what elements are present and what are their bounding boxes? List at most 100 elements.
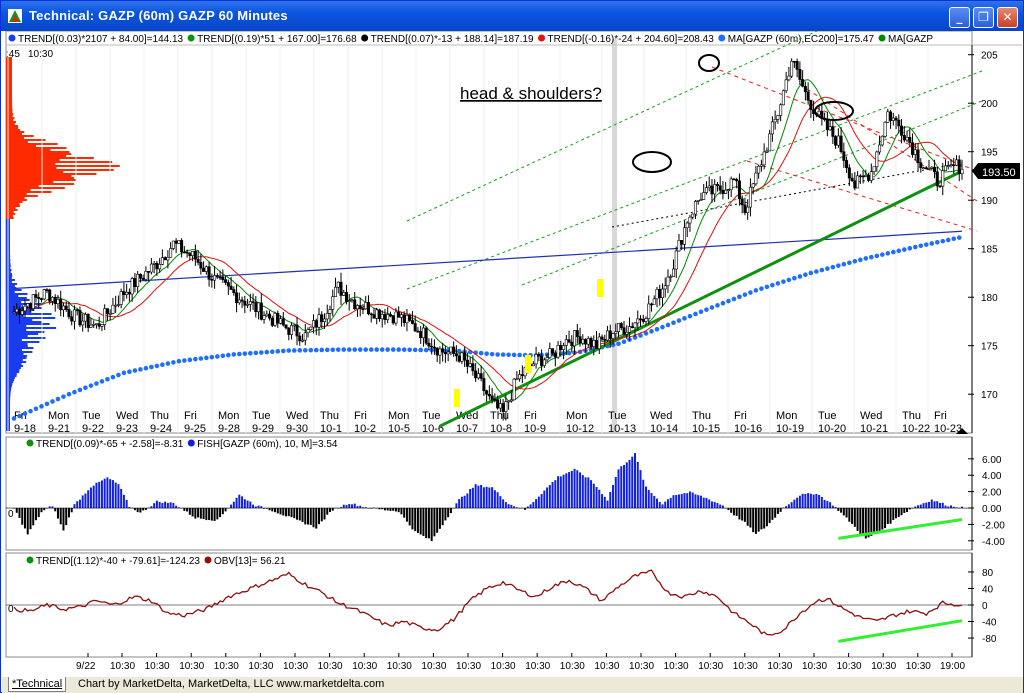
- fisher-bar: [202, 508, 205, 520]
- ema200-dot: [764, 284, 770, 290]
- ema200-dot: [291, 348, 297, 353]
- ema200-dot: [863, 256, 869, 261]
- fisher-bar: [554, 480, 557, 509]
- time-x-tick-label: 10:30: [594, 661, 619, 672]
- ema200-dot: [495, 352, 500, 357]
- ema200-dot: [704, 307, 709, 312]
- fisher-bar: [504, 502, 507, 509]
- candle-body: [754, 172, 758, 185]
- candle-body: [908, 137, 912, 143]
- candle-body: [413, 323, 417, 332]
- scroll-marker-icon[interactable]: [956, 428, 968, 434]
- candlesticks: [12, 58, 964, 421]
- candle-body: [226, 282, 230, 287]
- candle-body: [130, 278, 134, 295]
- candle-body: [512, 378, 516, 401]
- ema200-dot: [858, 257, 863, 263]
- fisher-bar: [416, 508, 419, 533]
- title-bar[interactable]: Technical: GAZP (60m) GAZP 60 Minutes _ …: [1, 1, 1023, 31]
- candle-body: [647, 303, 651, 319]
- fisher-bar: [906, 508, 909, 513]
- fisher-bar: [757, 508, 760, 532]
- candle-body: [924, 167, 928, 170]
- minimize-icon: _: [956, 10, 963, 24]
- fisher-bar: [230, 504, 233, 509]
- fisher-bar: [952, 506, 955, 509]
- fisher-bar: [746, 508, 749, 526]
- candle-body: [878, 144, 882, 153]
- fisher-bar: [936, 501, 939, 509]
- ema200-dot: [885, 251, 891, 256]
- time-x-tick-label: 10:30: [698, 661, 723, 672]
- minimize-button[interactable]: _: [949, 7, 970, 28]
- candle-body: [204, 266, 208, 272]
- maximize-button[interactable]: ❐: [973, 7, 994, 28]
- ema200-dot: [830, 264, 836, 270]
- time-x-tick-label: 10:30: [318, 661, 343, 672]
- ema200-dot: [912, 244, 918, 250]
- candle-body: [210, 278, 214, 281]
- fisher-bar: [925, 502, 928, 509]
- candle-body: [715, 184, 719, 187]
- volume-profile-bar: [6, 347, 34, 349]
- fisher-bar: [111, 480, 114, 509]
- ema200-dot: [489, 351, 495, 357]
- fisher-bar: [463, 495, 466, 509]
- volume-profile-bar: [6, 363, 22, 365]
- volume-profile-bar: [6, 365, 24, 367]
- fisher-bar: [485, 486, 488, 509]
- obv-series-line: [13, 569, 963, 636]
- candle-body: [682, 227, 686, 245]
- fisher-bar: [285, 508, 288, 517]
- price-y-tick-label: 180: [981, 293, 998, 304]
- close-button[interactable]: ✕: [997, 7, 1018, 28]
- highlight-bar: [597, 279, 603, 297]
- time-x-tick-label: 10:30: [664, 661, 689, 672]
- ema200-dot: [50, 399, 55, 404]
- volume-profile-bar: [6, 175, 72, 177]
- fisher-bar: [408, 508, 411, 526]
- tab-technical[interactable]: *Technical: [8, 677, 67, 692]
- volume-profile-bar: [6, 85, 13, 87]
- fisher-legend: TREND[(0.09)*-65 + -2.58]=-8.31 FISH[GAZP…: [26, 439, 338, 450]
- fisher-bar: [73, 504, 76, 509]
- price-x-day-label: Wed: [456, 410, 478, 422]
- fisher-bar: [543, 490, 546, 509]
- fisher-bar: [559, 476, 562, 509]
- chart-area[interactable]: TREND[(0.03)*2107 + 84.00]=144.13 TREND[(…: [2, 31, 1023, 677]
- price-x-date-label: 9-25: [184, 423, 206, 435]
- candle-body: [127, 291, 131, 295]
- ema200-dot: [682, 316, 687, 321]
- candle-body: [221, 276, 225, 280]
- time-x-tick-label: 10:30: [629, 661, 654, 672]
- fisher-bar: [186, 508, 189, 512]
- trend-lines: [13, 169, 963, 428]
- candle-body: [114, 304, 118, 307]
- volume-profile-bar: [6, 211, 14, 213]
- volume-profile-bar: [6, 155, 67, 157]
- volume-profile-bar: [6, 369, 20, 371]
- fisher-bar: [732, 508, 735, 516]
- candle-body: [56, 299, 60, 305]
- fisher-bar: [754, 508, 757, 534]
- candle-body: [553, 352, 557, 358]
- volume-profile-bar: [6, 341, 40, 343]
- fisher-bar: [155, 500, 158, 509]
- candle-body: [50, 296, 54, 302]
- volume-profile-bar: [6, 201, 23, 203]
- candle-body: [724, 189, 728, 194]
- volume-profile-bar: [6, 373, 17, 375]
- ema200-dot: [945, 237, 951, 243]
- fisher-bar: [859, 508, 862, 534]
- candle-body: [606, 330, 610, 341]
- fisher-bar: [122, 494, 125, 509]
- ema200-dot: [297, 348, 303, 353]
- candle-body: [408, 315, 412, 321]
- ema200-dot: [55, 396, 61, 402]
- ema200-dot: [204, 355, 209, 361]
- candle-body: [669, 276, 673, 278]
- ema200-dot: [105, 376, 110, 382]
- fisher-bar: [339, 507, 342, 509]
- fisher-bar: [590, 480, 593, 509]
- fisher-bar: [205, 508, 208, 521]
